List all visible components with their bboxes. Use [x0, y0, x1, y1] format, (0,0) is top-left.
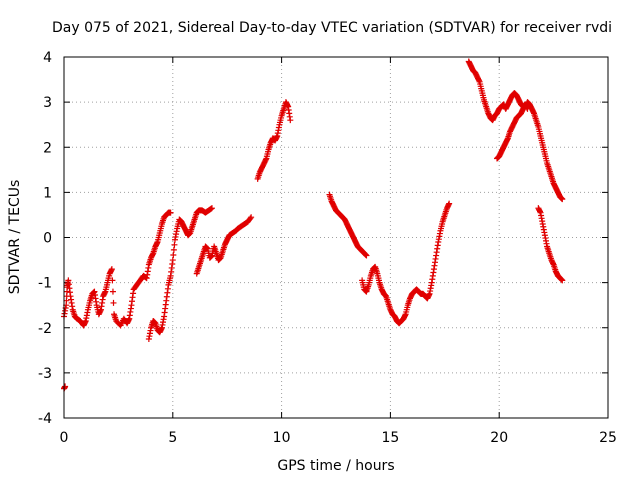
data-point: [363, 252, 370, 259]
data-point: [248, 214, 255, 221]
y-tick-label: 1: [43, 185, 52, 201]
x-tick-labels: 0 5 10 15 20 25: [60, 430, 617, 446]
data-segment-seg-c: [145, 205, 215, 343]
y-tick-label: 3: [43, 95, 52, 111]
data-segment-seg-g: [359, 200, 453, 327]
x-tick-label: 0: [60, 430, 69, 446]
data-segment-seg-d: [193, 214, 255, 277]
data-segment-seg-f: [326, 191, 370, 259]
y-tick-label: -3: [38, 366, 52, 382]
data-segment-seg-a: [61, 383, 69, 392]
data-point: [208, 205, 215, 212]
data-segment-seg-e: [254, 99, 294, 182]
data-point: [559, 277, 566, 284]
y-tick-label: 2: [43, 140, 52, 156]
y-tick-label: -4: [38, 411, 52, 427]
data-point: [169, 257, 176, 264]
y-tick-label: 4: [43, 50, 52, 66]
y-tick-labels: -4 -3 -2 -1 0 1 2 3 4: [38, 50, 52, 427]
data-point: [287, 117, 294, 124]
data-point: [110, 299, 117, 306]
grid-layer: [64, 57, 608, 418]
x-tick-label: 5: [168, 430, 177, 446]
data-segment-seg-b: [61, 209, 174, 329]
data-points: [61, 58, 566, 392]
chart-title: Day 075 of 2021, Sidereal Day-to-day VTE…: [52, 20, 612, 36]
x-axis-label: GPS time / hours: [277, 458, 394, 474]
data-point: [170, 246, 177, 253]
x-tick-label: 10: [273, 430, 291, 446]
data-segment-seg-i: [494, 99, 566, 203]
data-point: [559, 196, 566, 203]
x-tick-label: 15: [381, 430, 399, 446]
data-point: [108, 266, 115, 273]
data-point: [167, 209, 174, 216]
x-tick-label: 25: [599, 430, 617, 446]
y-tick-label: 0: [43, 231, 52, 247]
data-point: [109, 288, 116, 295]
y-tick-label: -1: [38, 276, 52, 292]
data-point: [62, 383, 69, 390]
y-axis-label: SDTVAR / TECUs: [7, 180, 23, 295]
data-point: [446, 200, 453, 207]
plot-frame: [63, 56, 609, 419]
x-tick-label: 20: [490, 430, 508, 446]
data-segment-seg-j: [535, 205, 566, 284]
y-tick-label: -2: [38, 321, 52, 337]
data-point: [171, 241, 178, 248]
data-point: [247, 215, 254, 222]
data-point: [170, 251, 177, 258]
data-point: [109, 277, 116, 284]
